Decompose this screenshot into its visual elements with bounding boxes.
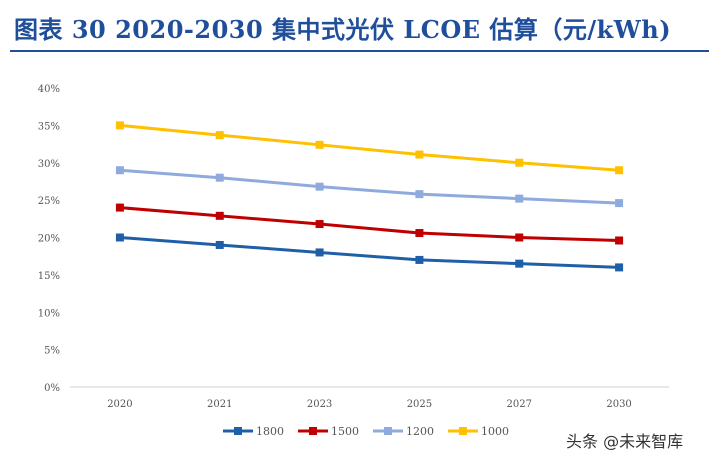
- data-point: [515, 259, 524, 268]
- series-line: [119, 168, 620, 205]
- x-tick-label: 2030: [606, 399, 631, 410]
- data-point: [215, 240, 224, 249]
- y-tick-label: 30%: [38, 159, 60, 170]
- data-point: [115, 166, 124, 175]
- figure-title: 图表 30 2020-2030 集中式光伏 LCOE 估算（元/kWh): [14, 15, 672, 44]
- legend-item-1800[interactable]: 1800: [223, 425, 284, 438]
- legend-item-1500[interactable]: 1500: [298, 425, 359, 438]
- x-tick-label: 2025: [407, 399, 432, 410]
- series-1800: [115, 233, 624, 272]
- data-point: [215, 211, 224, 220]
- y-tick-label: 0%: [44, 383, 60, 394]
- data-point: [415, 190, 424, 199]
- data-point: [115, 121, 124, 130]
- legend-item-1200[interactable]: 1200: [373, 425, 434, 438]
- data-point: [315, 140, 324, 149]
- data-point: [615, 236, 624, 245]
- legend[interactable]: 1800 1500 1200 1000: [223, 425, 509, 438]
- report-header: 图表 30 2020-2030 集中式光伏 LCOE 估算（元/kWh): [0, 0, 719, 54]
- data-point: [615, 166, 624, 175]
- legend-label: 1000: [481, 425, 509, 438]
- legend-label: 1800: [256, 425, 284, 438]
- legend-item-1000[interactable]: 1000: [448, 425, 509, 438]
- data-point: [615, 199, 624, 208]
- title-underline: [10, 50, 709, 52]
- watermark: 头条 @未来智库: [566, 432, 684, 451]
- x-tick-label: 2021: [207, 399, 232, 410]
- x-axis-ticks: 2020 2021 2023 2025 2027 2030: [107, 399, 632, 410]
- series-group: [115, 121, 624, 272]
- x-tick-label: 2023: [307, 399, 332, 410]
- y-tick-label: 25%: [38, 196, 60, 207]
- data-point: [415, 229, 424, 238]
- legend-label: 1200: [406, 425, 434, 438]
- data-point: [515, 233, 524, 242]
- data-point: [615, 263, 624, 272]
- data-point: [415, 150, 424, 159]
- data-point: [115, 203, 124, 212]
- data-point: [515, 194, 524, 203]
- y-tick-label: 20%: [38, 234, 60, 245]
- series-line: [119, 236, 620, 269]
- legend-swatch-marker: [384, 427, 392, 435]
- legend-swatch-marker: [459, 427, 467, 435]
- y-tick-label: 15%: [38, 271, 60, 282]
- y-tick-label: 10%: [38, 308, 60, 319]
- data-point: [215, 173, 224, 182]
- data-point: [315, 220, 324, 229]
- data-point: [315, 182, 324, 191]
- legend-swatch-marker: [309, 427, 317, 435]
- legend-label: 1500: [331, 425, 359, 438]
- y-tick-label: 40%: [38, 84, 60, 95]
- data-point: [215, 131, 224, 140]
- data-point: [515, 158, 524, 167]
- series-line: [119, 206, 620, 242]
- x-tick-label: 2020: [107, 399, 132, 410]
- series-line: [119, 123, 620, 172]
- series-1000: [115, 121, 624, 175]
- series-1200: [115, 166, 624, 208]
- data-point: [415, 255, 424, 264]
- y-tick-label: 5%: [44, 346, 60, 357]
- series-1500: [115, 203, 624, 245]
- x-tick-label: 2027: [507, 399, 532, 410]
- legend-swatch-marker: [234, 427, 242, 435]
- y-axis-ticks: 0% 5% 10% 15% 20% 25% 30% 35% 40%: [38, 84, 60, 394]
- y-tick-label: 35%: [38, 121, 60, 132]
- data-point: [115, 233, 124, 242]
- data-point: [315, 248, 324, 257]
